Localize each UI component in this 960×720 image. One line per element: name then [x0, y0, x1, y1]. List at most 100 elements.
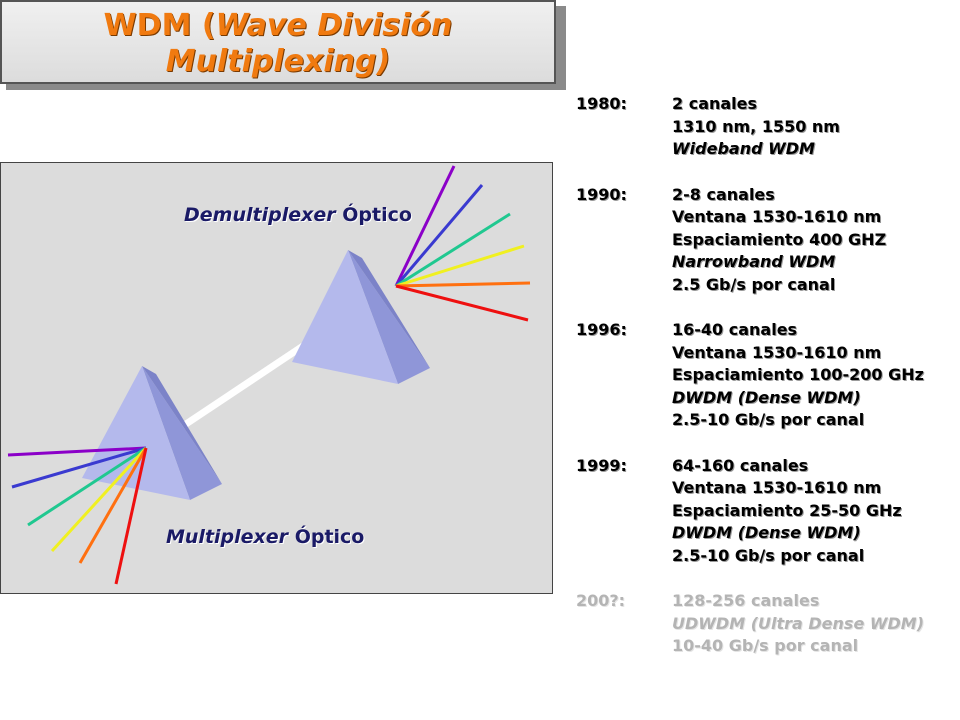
timeline-row: Wideband WDM: [576, 138, 956, 161]
timeline-row: 1996: 16-40 canales: [576, 319, 956, 342]
timeline-detail: Ventana 1530-1610 nm: [672, 342, 882, 362]
multiplexer-label: Multiplexer Óptico: [166, 526, 364, 548]
slide-title: WDM (Wave División Multiplexing): [0, 0, 556, 84]
mux-beam-5: [78, 447, 148, 564]
timeline-row: 1999: 64-160 canales: [576, 455, 956, 478]
timeline-year: [576, 251, 672, 274]
timeline-row: Ventana 1530-1610 nm: [576, 477, 956, 500]
timeline-row: Espaciamiento 400 GHZ: [576, 229, 956, 252]
demux-beam-5: [395, 281, 531, 288]
timeline-row: Espaciamiento 25-50 GHz: [576, 500, 956, 523]
timeline-detail: 2-8 canales: [672, 184, 775, 204]
mux-label-plain: Óptico: [294, 526, 365, 548]
timeline-year: [576, 342, 672, 365]
timeline-detail: Wideband WDM: [672, 139, 815, 158]
timeline-year: 1996:: [576, 320, 627, 339]
diagram-panel: [0, 162, 553, 594]
timeline-row: Espaciamiento 100-200 GHz: [576, 364, 956, 387]
demux-prism-back: [348, 250, 430, 384]
demux-prism-edge: [348, 250, 430, 368]
demultiplexer-prism: [292, 250, 430, 384]
timeline-detail: 64-160 canales: [672, 455, 809, 475]
timeline-detail: DWDM (Dense WDM): [672, 523, 861, 542]
wdm-diagram: [7, 165, 531, 585]
mux-beam-1: [7, 446, 147, 457]
timeline-era: 1990: 2-8 canales Ventana 1530-1610 nm Espa…: [576, 184, 956, 297]
timeline-detail: Narrowband WDM: [672, 252, 836, 271]
multiplexer-prism: [82, 366, 222, 500]
mux-prism-face: [82, 366, 190, 500]
timeline-detail: Ventana 1530-1610 nm: [672, 207, 882, 226]
timeline-detail: 2.5-10 Gb/s por canal: [672, 545, 865, 565]
timeline-year: [576, 522, 672, 545]
demux-beam-2: [394, 184, 484, 287]
timeline-era: 1980: 2 canales 1310 nm, 1550 nm Wideband W…: [576, 93, 956, 161]
timeline-row: Ventana 1530-1610 nm: [576, 206, 956, 229]
timeline-detail: Espaciamiento 400 GHZ: [672, 229, 887, 249]
mux-beam-4: [50, 446, 148, 553]
demux-beam-4: [395, 244, 525, 288]
timeline-row: 2.5-10 Gb/s por canal: [576, 545, 956, 568]
mux-beam-2: [11, 446, 147, 489]
timeline-year: [576, 116, 672, 139]
timeline-year: [576, 387, 672, 410]
timeline-detail: Espaciamiento 25-50 GHz: [672, 500, 902, 520]
timeline-year: [576, 229, 672, 252]
timeline-year: [576, 409, 672, 432]
timeline-detail: 10-40 Gb/s por canal: [672, 636, 859, 655]
timeline-year: [576, 477, 672, 500]
timeline-year: [576, 635, 672, 658]
demux-output-beams: [394, 165, 531, 322]
timeline-row: DWDM (Dense WDM): [576, 387, 956, 410]
timeline-year: [576, 545, 672, 568]
timeline-era: 1999: 64-160 canales Ventana 1530-1610 nm E…: [576, 455, 956, 568]
timeline-detail: UDWDM (Ultra Dense WDM): [672, 613, 925, 633]
timeline-row: 1310 nm, 1550 nm: [576, 116, 956, 139]
timeline-detail: 128-256 canales: [672, 591, 820, 610]
timeline-detail: 1310 nm, 1550 nm: [672, 116, 840, 136]
timeline-row: Ventana 1530-1610 nm: [576, 342, 956, 365]
timeline-row: 200?: 128-256 canales: [576, 590, 956, 613]
mux-input-beams: [7, 446, 148, 585]
timeline-year: [576, 613, 672, 636]
mux-prism-edge: [142, 366, 222, 484]
title-line-2: Multiplexing): [165, 44, 391, 79]
demultiplexer-label: Demultiplexer Óptico: [184, 204, 412, 226]
demux-label-italic: Demultiplexer: [184, 204, 336, 226]
mux-beam-6: [114, 447, 148, 585]
demux-prism-face: [292, 250, 398, 384]
timeline-row: 10-40 Gb/s por canal: [576, 635, 956, 658]
mux-label-italic: Multiplexer: [166, 526, 289, 548]
wdm-timeline: 1980: 2 canales 1310 nm, 1550 nm Wideband W…: [576, 93, 956, 681]
timeline-row: 1990: 2-8 canales: [576, 184, 956, 207]
timeline-detail: 2.5-10 Gb/s por canal: [672, 410, 865, 429]
timeline-detail: Espaciamiento 100-200 GHz: [672, 365, 924, 384]
timeline-row: 2.5 Gb/s por canal: [576, 274, 956, 297]
timeline-row: UDWDM (Ultra Dense WDM): [576, 613, 956, 636]
timeline-row: DWDM (Dense WDM): [576, 522, 956, 545]
timeline-year: 1990:: [576, 184, 627, 204]
timeline-year: [576, 206, 672, 229]
timeline-year: [576, 364, 672, 387]
timeline-year: 1980:: [576, 94, 627, 113]
title-prefix: WDM (: [103, 8, 216, 43]
mux-prism-back: [142, 366, 222, 500]
title-italic-1: Wave División: [215, 8, 453, 43]
title-line-1: WDM (Wave División: [2, 8, 554, 44]
timeline-year: 200?:: [576, 591, 626, 610]
timeline-era: 200?: 128-256 canales UDWDM (Ultra Dense W…: [576, 590, 956, 658]
timeline-year: [576, 138, 672, 161]
timeline-row: 1980: 2 canales: [576, 93, 956, 116]
timeline-era: 1996: 16-40 canales Ventana 1530-1610 nm Es…: [576, 319, 956, 432]
demux-label-plain: Óptico: [342, 204, 412, 226]
mux-beam-3: [27, 446, 147, 527]
timeline-year: [576, 274, 672, 297]
demux-beam-6: [395, 284, 529, 322]
timeline-detail: 16-40 canales: [672, 320, 798, 339]
timeline-detail: DWDM (Dense WDM): [672, 387, 861, 407]
timeline-row: 2.5-10 Gb/s por canal: [576, 409, 956, 432]
timeline-detail: Ventana 1530-1610 nm: [672, 478, 882, 497]
timeline-row: Narrowband WDM: [576, 251, 956, 274]
timeline-year: [576, 500, 672, 523]
timeline-detail: 2.5 Gb/s por canal: [672, 274, 836, 294]
